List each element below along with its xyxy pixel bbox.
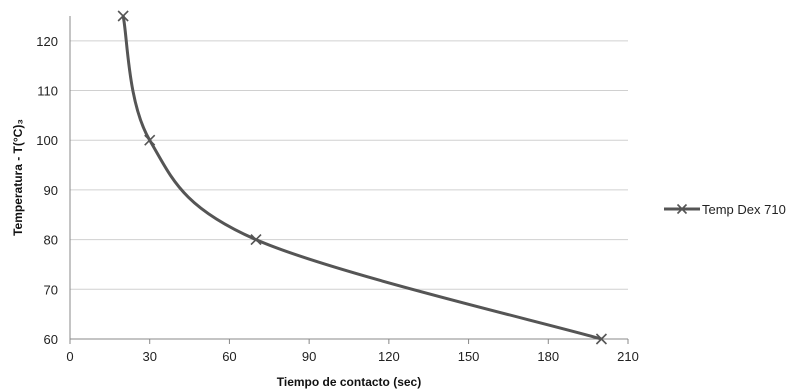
x-tick-label: 0: [66, 349, 73, 364]
y-tick-label: 80: [44, 233, 58, 248]
data-point-70: [250, 234, 262, 246]
y-tick-label: 70: [44, 282, 58, 297]
y-tick-labels: 60 70 80 90 100 110 120: [36, 34, 58, 347]
data-point-30: [144, 134, 156, 146]
x-tick-label: 180: [537, 349, 559, 364]
axes: [69, 16, 628, 340]
legend: Temp Dex 710: [664, 202, 786, 217]
x-tick-label: 120: [378, 349, 400, 364]
data-point-20: [117, 10, 129, 22]
x-tick-label: 30: [142, 349, 156, 364]
legend-marker-x-icon: [676, 203, 688, 215]
gridlines: [70, 40, 628, 340]
y-tick-label: 110: [37, 84, 58, 99]
x-tick-label: 90: [302, 349, 316, 364]
y-tick-label: 90: [44, 183, 58, 198]
y-tick-label: 100: [36, 133, 58, 148]
y-axis-title: Temperatura - T(°C)₃: [11, 119, 25, 236]
series-line-0: [121, 15, 602, 341]
x-axis-title: Tiempo de contacto (sec): [277, 375, 421, 389]
series-layer: [117, 10, 607, 345]
data-point-200: [595, 333, 607, 345]
x-tick-label: 60: [222, 349, 236, 364]
x-tick-labels: 0 30 60 90 120 150 180 210: [66, 339, 639, 364]
y-tick-label: 120: [36, 34, 58, 49]
x-tick-label: 150: [458, 349, 480, 364]
x-tick-label: 210: [617, 349, 639, 364]
legend-label: Temp Dex 710: [702, 202, 786, 217]
y-tick-label: 60: [44, 332, 58, 347]
